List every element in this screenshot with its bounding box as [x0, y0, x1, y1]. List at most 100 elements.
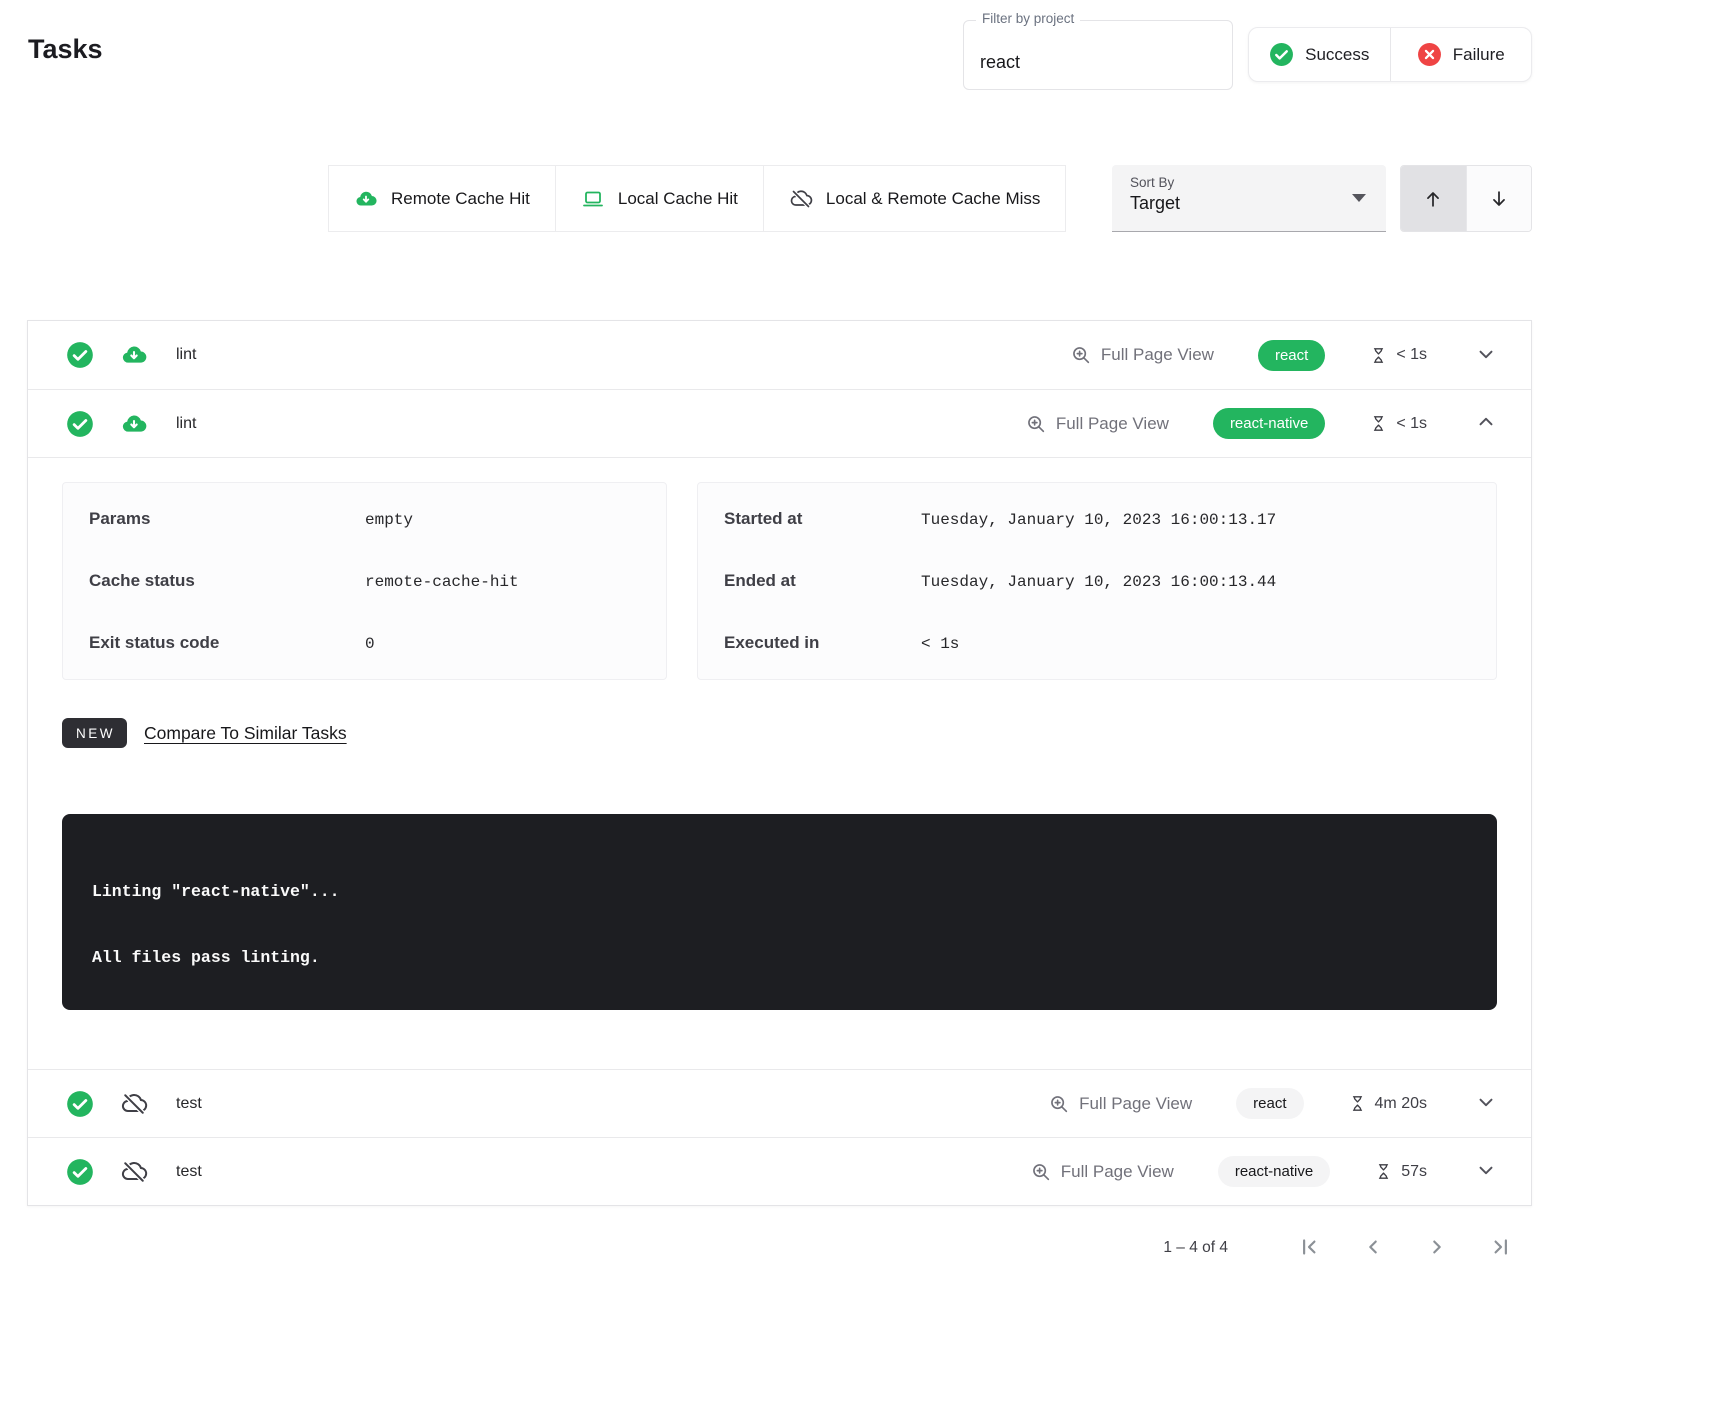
- remote-cache-hit-icon: [120, 341, 148, 369]
- local-cache-hit-filter[interactable]: Local Cache Hit: [554, 165, 764, 232]
- sort-direction-group: [1400, 165, 1532, 232]
- task-row-test-react[interactable]: test Full Page View react 4m 20s: [28, 1069, 1531, 1137]
- success-filter-button[interactable]: Success: [1249, 28, 1390, 81]
- sort-descending-button[interactable]: [1465, 166, 1531, 231]
- task-duration: 57s: [1374, 1162, 1427, 1181]
- arrow-up-icon: [1422, 188, 1444, 210]
- cloud-download-icon: [354, 187, 378, 211]
- task-duration-value: 4m 20s: [1374, 1094, 1427, 1112]
- zoom-in-icon: [1030, 1161, 1052, 1183]
- failure-x-icon: [1417, 42, 1442, 67]
- project-badge: react: [1236, 1088, 1304, 1119]
- task-timing-panel: Started at Tuesday, January 10, 2023 16:…: [697, 482, 1497, 680]
- task-duration: < 1s: [1369, 346, 1427, 365]
- ended-at-value: Tuesday, January 10, 2023 16:00:13.44: [921, 573, 1277, 591]
- params-label: Params: [89, 509, 151, 528]
- project-badge: react-native: [1217, 1156, 1331, 1187]
- task-target: lint: [176, 414, 197, 432]
- sort-by-value: Target: [1130, 193, 1181, 213]
- next-page-icon[interactable]: [1420, 1230, 1454, 1267]
- pagination: 1 – 4 of 4: [27, 1222, 1532, 1274]
- hourglass-icon: [1374, 1162, 1393, 1181]
- full-page-view-button[interactable]: Full Page View: [1025, 413, 1169, 435]
- arrow-down-icon: [1488, 188, 1510, 210]
- sort-by-label: Sort By: [1130, 175, 1175, 190]
- task-duration-value: < 1s: [1396, 346, 1427, 363]
- task-target: test: [176, 1094, 202, 1112]
- cache-filter-group: Remote Cache Hit Local Cache Hit Local &…: [328, 165, 1067, 232]
- project-filter-input[interactable]: [964, 21, 1232, 89]
- success-check-icon: [66, 341, 94, 369]
- exit-code-value: 0: [365, 635, 375, 653]
- task-row-lint-react-native[interactable]: lint Full Page View react-native < 1s: [28, 389, 1531, 457]
- terminal-line: Linting "react-native"...: [92, 882, 340, 901]
- full-page-view-label: Full Page View: [1055, 413, 1169, 433]
- full-page-view-button[interactable]: Full Page View: [1030, 1161, 1174, 1183]
- failure-filter-button[interactable]: Failure: [1389, 28, 1532, 81]
- task-duration: < 1s: [1369, 414, 1427, 433]
- expand-chevron-icon[interactable]: [1471, 339, 1501, 372]
- cache-miss-icon: [120, 1158, 148, 1186]
- task-duration-value: 57s: [1401, 1162, 1427, 1180]
- project-badge: react: [1257, 339, 1326, 371]
- cache-status-label: Cache status: [89, 571, 195, 590]
- ended-at-label: Ended at: [724, 571, 796, 590]
- task-meta-panel: Params empty Cache status remote-cache-h…: [62, 482, 667, 680]
- project-filter-field: Filter by project: [963, 11, 1233, 90]
- started-at-label: Started at: [724, 509, 803, 528]
- previous-page-icon[interactable]: [1356, 1230, 1390, 1267]
- task-duration-value: < 1s: [1396, 414, 1427, 432]
- sort-by-select[interactable]: Sort By Target: [1112, 165, 1386, 232]
- params-value: empty: [365, 511, 414, 529]
- collapse-chevron-icon[interactable]: [1471, 407, 1501, 440]
- full-page-view-button[interactable]: Full Page View: [1048, 1093, 1192, 1115]
- task-list: lint Full Page View react < 1s: [27, 320, 1532, 1206]
- project-filter-label: Filter by project: [976, 11, 1081, 26]
- expand-chevron-icon[interactable]: [1471, 1087, 1501, 1120]
- task-row-lint-react[interactable]: lint Full Page View react < 1s: [28, 321, 1531, 389]
- task-target: lint: [176, 346, 197, 363]
- cache-miss-label: Local & Remote Cache Miss: [825, 188, 1041, 208]
- failure-filter-label: Failure: [1452, 44, 1505, 64]
- executed-in-value: < 1s: [921, 635, 960, 653]
- compare-to-similar-tasks-link[interactable]: Compare To Similar Tasks: [144, 722, 347, 743]
- task-details-panel: Params empty Cache status remote-cache-h…: [28, 457, 1531, 1069]
- zoom-in-icon: [1025, 413, 1047, 435]
- success-filter-label: Success: [1305, 44, 1370, 64]
- success-check-icon: [66, 1158, 94, 1186]
- remote-cache-hit-icon: [120, 410, 148, 438]
- project-badge: react-native: [1212, 408, 1326, 439]
- exit-code-label: Exit status code: [89, 633, 220, 652]
- remote-cache-hit-filter[interactable]: Remote Cache Hit: [328, 165, 556, 232]
- success-check-icon: [66, 410, 94, 438]
- expand-chevron-icon[interactable]: [1471, 1155, 1501, 1188]
- terminal-line: All files pass linting.: [92, 948, 320, 967]
- success-check-icon: [1269, 42, 1294, 67]
- cloud-slash-icon: [789, 187, 813, 211]
- first-page-icon[interactable]: [1292, 1230, 1326, 1267]
- full-page-view-label: Full Page View: [1060, 1161, 1174, 1181]
- executed-in-label: Executed in: [724, 633, 820, 652]
- remote-cache-hit-label: Remote Cache Hit: [391, 188, 530, 208]
- full-page-view-label: Full Page View: [1100, 345, 1214, 364]
- pagination-range: 1 – 4 of 4: [1163, 1239, 1228, 1256]
- sort-ascending-button[interactable]: [1401, 166, 1466, 231]
- caret-down-icon: [1352, 194, 1366, 202]
- full-page-view-label: Full Page View: [1079, 1093, 1193, 1113]
- zoom-in-icon: [1048, 1093, 1070, 1115]
- laptop-icon: [581, 187, 605, 211]
- cache-miss-icon: [120, 1090, 148, 1118]
- hourglass-icon: [1369, 346, 1388, 365]
- zoom-in-icon: [1070, 344, 1092, 366]
- status-filter-group: Success Failure: [1248, 27, 1532, 82]
- last-page-icon[interactable]: [1484, 1230, 1518, 1267]
- cache-miss-filter[interactable]: Local & Remote Cache Miss: [762, 165, 1067, 232]
- task-duration: 4m 20s: [1348, 1094, 1427, 1113]
- hourglass-icon: [1369, 414, 1388, 433]
- new-badge: NEW: [62, 718, 127, 748]
- full-page-view-button[interactable]: Full Page View: [1070, 344, 1214, 366]
- started-at-value: Tuesday, January 10, 2023 16:00:13.17: [921, 511, 1277, 529]
- task-target: test: [176, 1162, 202, 1180]
- local-cache-hit-label: Local Cache Hit: [617, 188, 738, 208]
- task-row-test-react-native[interactable]: test Full Page View react-native 57s: [28, 1137, 1531, 1205]
